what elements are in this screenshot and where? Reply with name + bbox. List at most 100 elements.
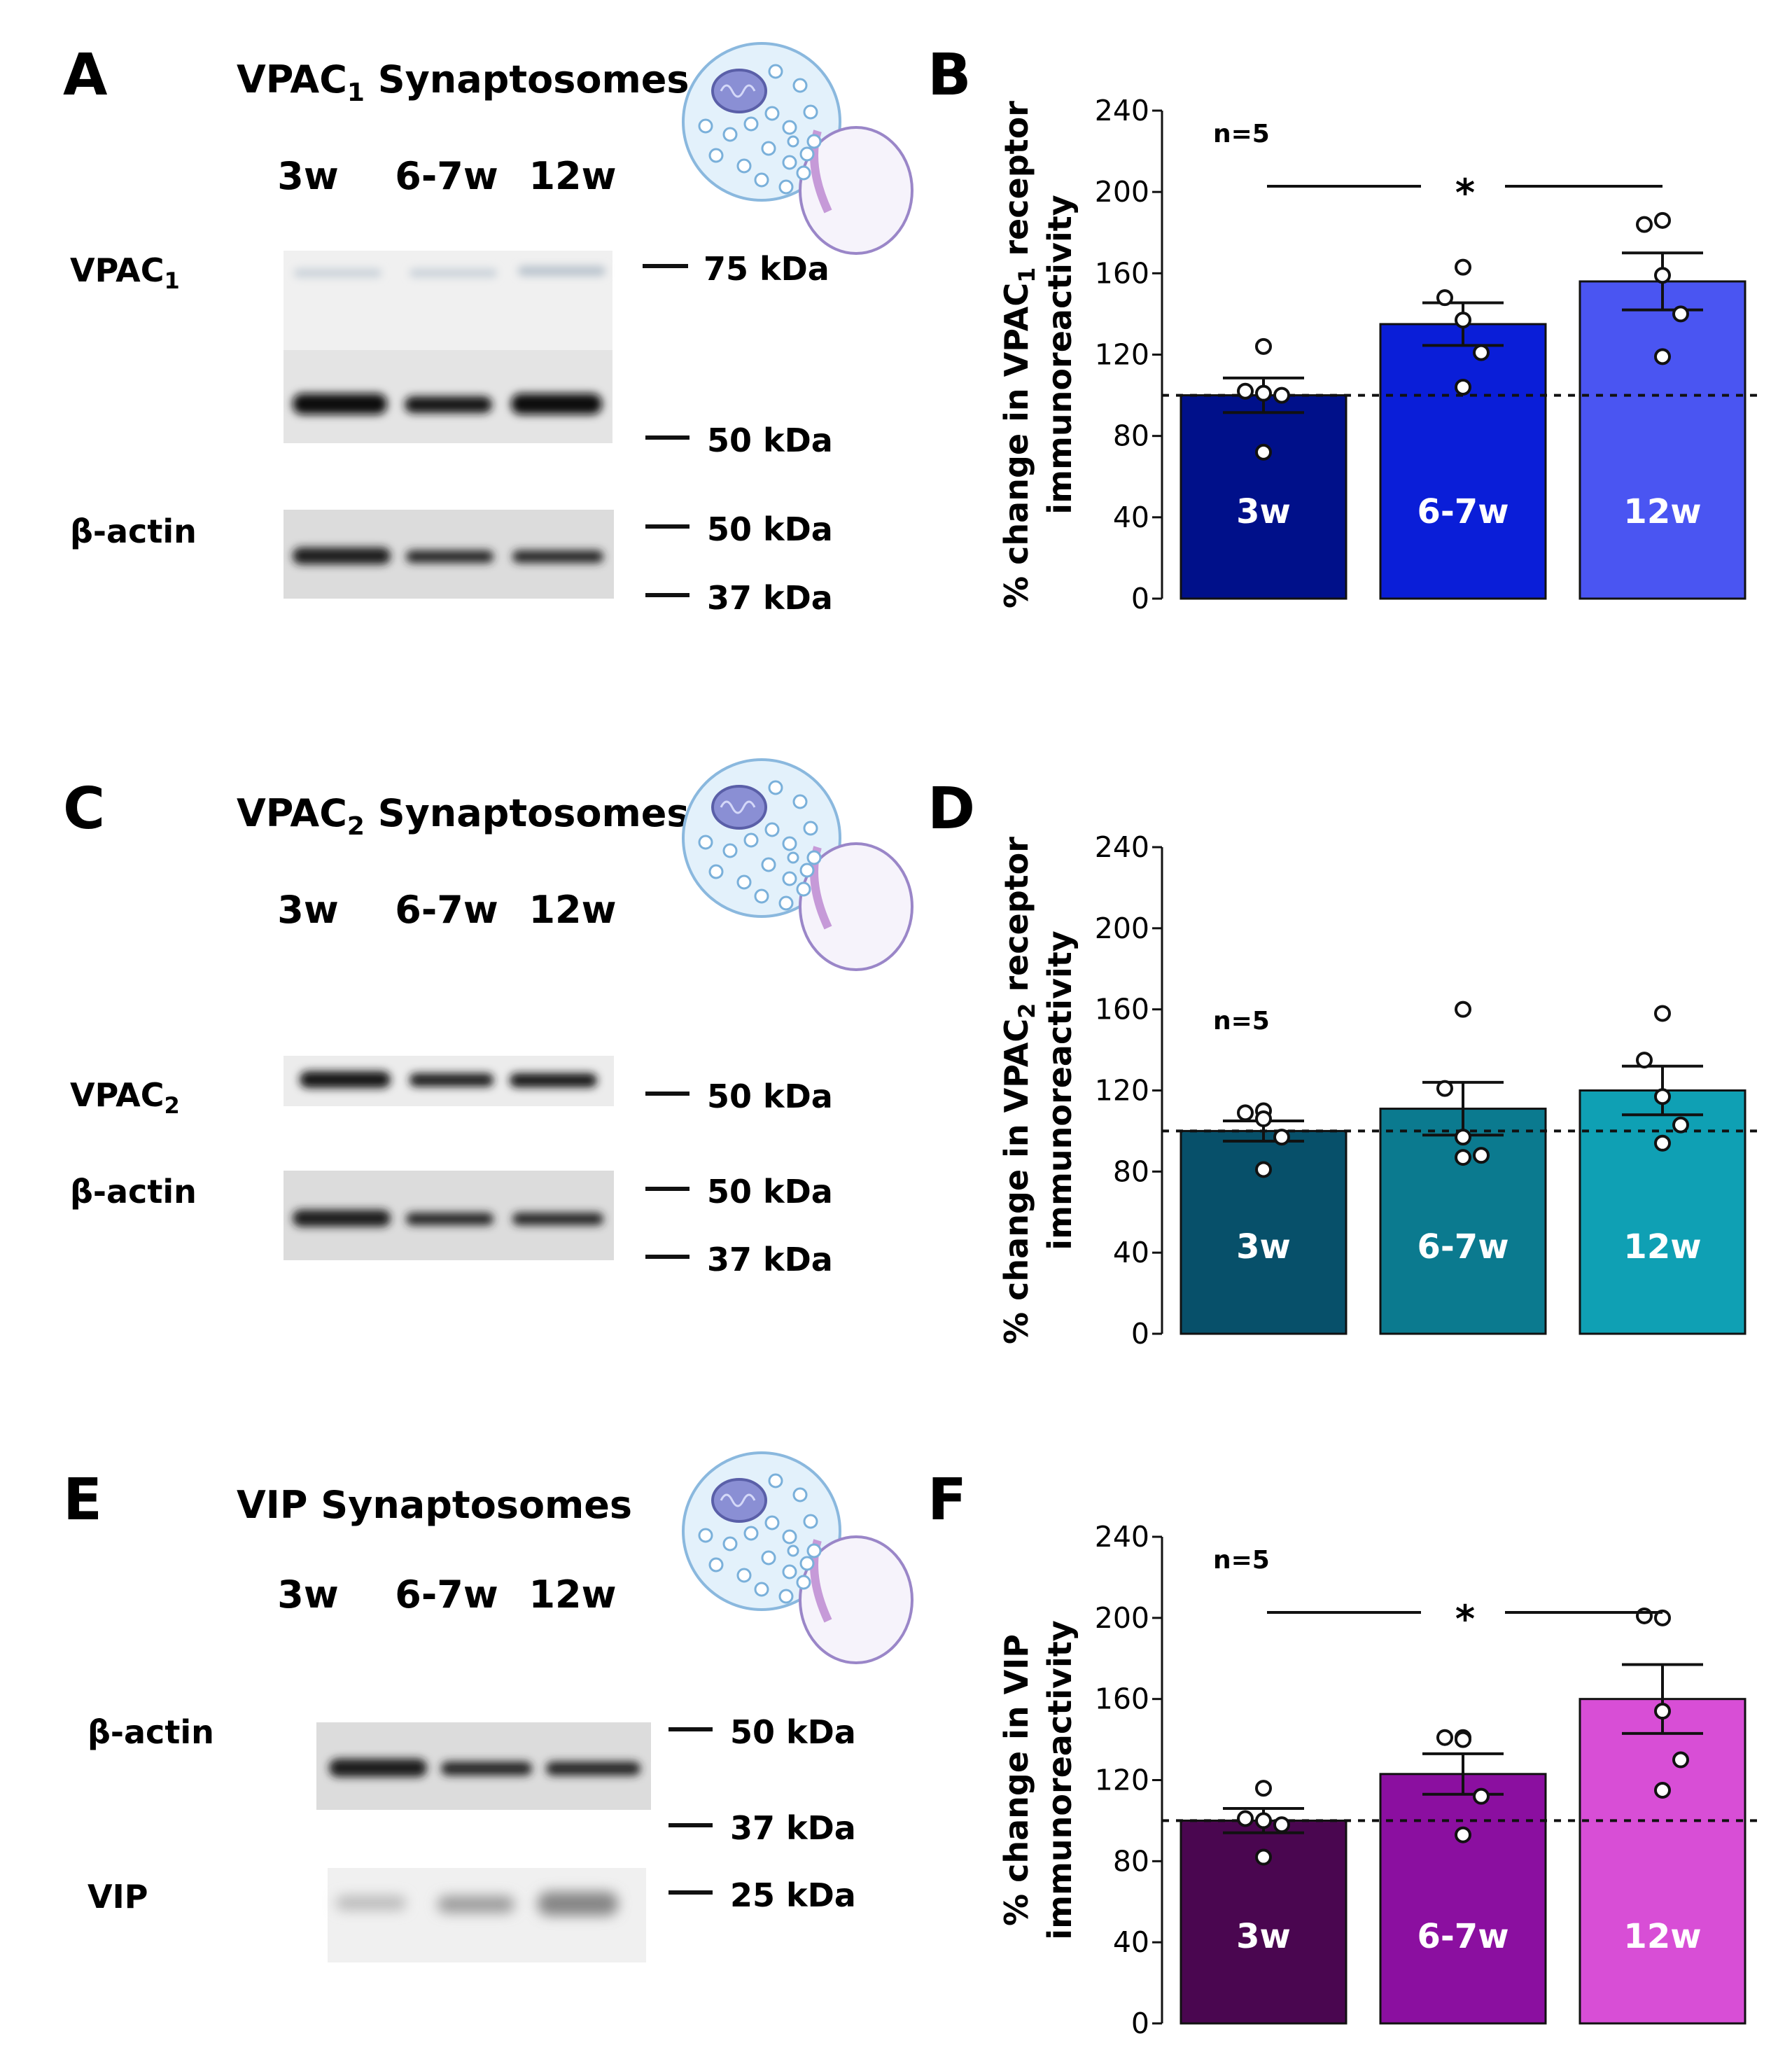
bar-label: 3w [1236,492,1291,531]
western-blot-vip [328,1868,646,1962]
marker-label: 37 kDa [707,579,833,617]
data-point [1654,1088,1671,1106]
n-label: n=5 [1213,120,1270,148]
data-point [1455,1826,1471,1843]
bar-label: 3w [1236,1917,1291,1956]
panel-letter-b: B [927,42,972,109]
bar-label: 12w [1623,492,1701,531]
western-blot-vpac2 [284,1056,614,1106]
y-tick-label: 40 [1113,501,1149,534]
y-tick-label: 80 [1113,1844,1149,1878]
marker-label: 37 kDa [730,1809,856,1847]
data-point [1255,1110,1272,1128]
ladder-markers: 50 kDa 37 kDa 25 kDa [668,1713,856,1914]
y-tick-label: 200 [1095,175,1149,209]
synaptosome-illustration [683,43,912,253]
bar-label: 6-7w [1417,1917,1508,1956]
y-axis-label-line2: immunoreactivity [1041,195,1079,514]
data-point [1636,216,1653,233]
panel-letter-f: F [927,1467,967,1533]
marker-label: 37 kDa [707,1241,833,1278]
y-tick-label: 0 [1131,2007,1149,2040]
data-point [1455,1129,1471,1146]
data-point [1654,211,1671,229]
data-point [1273,1816,1290,1834]
lane-label: 12w [528,1573,616,1617]
y-tick-label: 120 [1095,338,1149,372]
significance-star: * [1455,171,1475,215]
bar-label: 3w [1236,1227,1291,1267]
chart-f: 0 40 80 120 160 200 240 % change in VIP immunore… [997,1520,1764,2040]
data-point [1436,289,1453,307]
y-tick-label: 160 [1095,1682,1149,1716]
marker-label: 75 kDa [704,250,830,288]
y-tick-label: 80 [1113,1155,1149,1188]
bar [1379,1773,1547,2025]
data-point [1473,1787,1490,1805]
data-point [1636,1052,1653,1069]
marker-label: 50 kDa [707,1173,833,1211]
synaptosome-illustration [683,760,912,970]
significance-star: * [1455,1597,1475,1641]
y-tick-label: 240 [1095,1520,1149,1554]
ladder-markers: 50 kDa 50 kDa 37 kDa [645,1078,833,1278]
panel-e-title: VIP Synaptosomes [237,1483,632,1527]
y-axis-label-line2: immunoreactivity [1041,1620,1079,1939]
data-point [1237,1104,1254,1122]
data-point [1636,1607,1653,1624]
data-point [1654,348,1671,365]
data-point [1255,1812,1272,1829]
bar-label: 12w [1623,1917,1701,1956]
data-point [1654,1134,1671,1152]
panel-c: C VPAC2 Synaptosomes 3w 6-7w 12w VPAC2 β… [63,760,912,1278]
data-point [1237,382,1254,400]
data-point [1672,1751,1689,1769]
y-tick-label: 40 [1113,1925,1149,1959]
data-point [1654,1781,1671,1799]
panel-letter-d: D [927,776,975,842]
n-label: n=5 [1213,1546,1270,1575]
y-tick-label: 0 [1131,582,1149,615]
panel-a-lane-labels: 3w 6-7w 12w [277,154,616,198]
western-blot-actin [284,510,614,599]
chart-d: 0 40 80 120 160 200 240 % change in VPAC2 recep… [997,830,1764,1351]
data-point [1237,1810,1254,1827]
data-point [1654,1609,1671,1626]
panel-letter-c: C [63,776,105,842]
marker-label: 25 kDa [730,1876,856,1914]
marker-label: 50 kDa [707,510,833,548]
data-point [1255,337,1272,355]
y-tick-label: 40 [1113,1236,1149,1269]
western-blot-vpac1 [284,251,612,443]
data-point [1255,1161,1272,1178]
data-point [1654,267,1671,284]
y-axis-label-line2: immunoreactivity [1041,930,1079,1250]
y-tick-label: 120 [1095,1764,1149,1797]
data-point [1436,1729,1453,1746]
blot-label-vpac1: VPAC1 [70,251,180,294]
n-label: n=5 [1213,1007,1270,1036]
y-tick-label: 240 [1095,830,1149,864]
data-point [1654,1703,1671,1720]
lane-label: 3w [277,154,338,198]
data-point [1255,1848,1272,1866]
bar [1578,1698,1746,2025]
y-tick-label: 200 [1095,912,1149,945]
data-point [1255,443,1272,461]
y-tick-label: 200 [1095,1601,1149,1635]
y-axis-label: % change in VPAC1 receptor [997,101,1040,608]
y-tick-label: 120 [1095,1074,1149,1108]
panel-e: E VIP Synaptosomes 3w 6-7w 12w β-actin V… [63,1453,912,1962]
data-point [1455,258,1471,276]
bar-label: 12w [1623,1227,1701,1267]
data-point [1672,1116,1689,1134]
y-axis-label: % change in VPAC2 receptor [997,837,1040,1344]
panel-a: A VPAC1 Synaptosomes 3w 6-7w 12w VPAC1 β… [63,42,912,617]
y-tick-label: 240 [1095,94,1149,127]
marker-label: 50 kDa [730,1713,856,1751]
chart-b: 0 40 80 120 160 200 240 % change in VPAC1 recep… [997,94,1764,615]
panel-c-lane-labels: 3w 6-7w 12w [277,888,616,932]
western-blot-actin [316,1722,651,1810]
data-point [1654,1005,1671,1022]
lane-label: 6-7w [395,888,498,932]
